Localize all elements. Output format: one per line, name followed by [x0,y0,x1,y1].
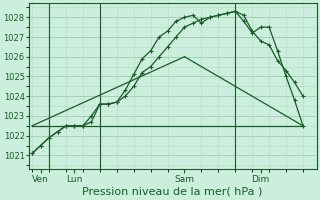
X-axis label: Pression niveau de la mer( hPa ): Pression niveau de la mer( hPa ) [83,187,263,197]
